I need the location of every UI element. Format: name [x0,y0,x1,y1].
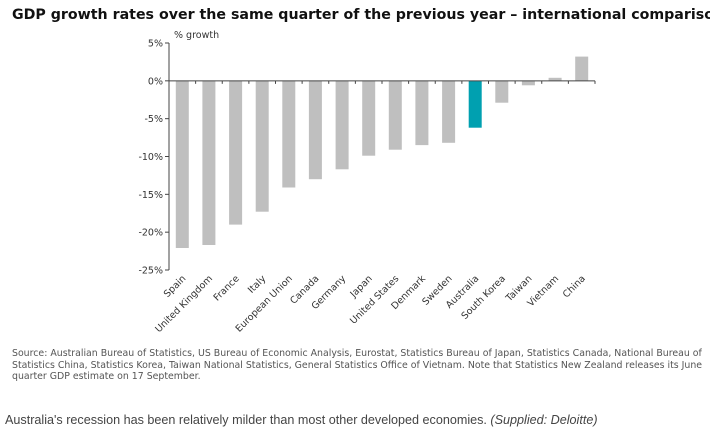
bar-italy [255,80,269,212]
bar-spain [175,80,189,248]
bar-germany [335,80,349,170]
y-tick-label: 0% [148,76,163,87]
source-note: Source: Australian Bureau of Statistics,… [12,348,703,383]
bar-united-kingdom [202,80,216,245]
y-tick-label: -20% [138,228,163,239]
y-tick-label: 5% [148,39,163,50]
bar-taiwan [521,80,535,86]
bar-australia [468,80,482,128]
bar-vietnam [548,77,562,81]
x-tick-label: France [212,273,242,303]
gdp-bar-chart: % growth 5%0%-5%-10%-15%-20%-25% SpainUn… [138,30,596,335]
image-caption: Australia's recession has been relativel… [5,413,705,427]
y-tick-label: -25% [138,266,163,277]
bar-south-korea [495,80,509,103]
y-tick-label: -10% [138,152,163,163]
bar-japan [362,80,376,156]
y-ticks-group: 5% 0% -5% -10% -15% -20% -25% [138,39,169,277]
x-tick-label: Italy [246,273,269,296]
bar-european-union [282,80,296,188]
bar-canada [308,80,322,180]
bar-france [229,80,243,225]
bar-denmark [415,80,429,146]
y-tick-label: -15% [138,190,163,201]
caption-credit: (Supplied: Deloitte) [490,413,598,427]
y-tick-label: -5% [145,114,164,125]
y-axis-label: % growth [174,30,219,41]
x-tick-label: China [561,273,588,300]
bar-china [575,56,589,81]
bars-group [175,56,589,248]
caption-text: Australia's recession has been relativel… [5,413,487,427]
bar-united-states [388,80,402,150]
bar-sweden [442,80,456,143]
chart-title: GDP growth rates over the same quarter o… [12,7,710,23]
